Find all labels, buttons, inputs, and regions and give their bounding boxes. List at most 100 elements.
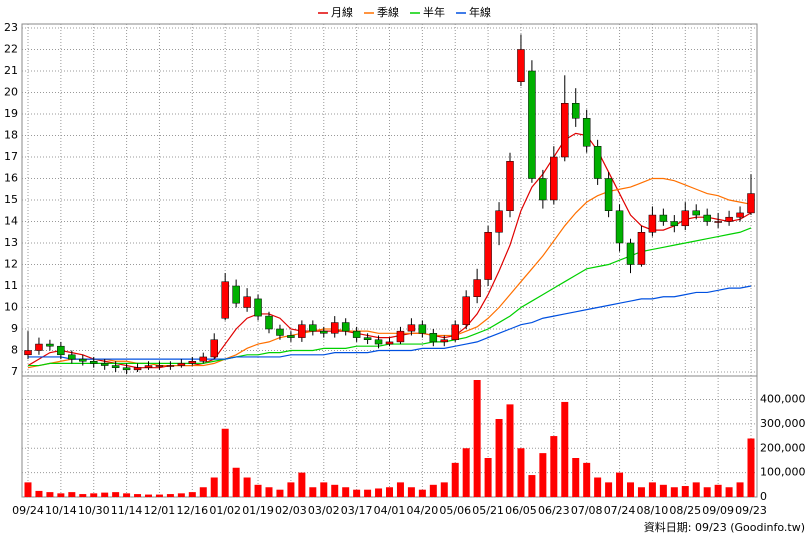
candle-body — [374, 339, 383, 345]
y-tick-label: 12 — [4, 258, 18, 271]
candle-body — [659, 214, 668, 222]
legend-label: 季線 — [377, 5, 399, 19]
candle-body — [254, 298, 262, 317]
y-tick-label: 20 — [4, 86, 18, 99]
volume-bar — [506, 404, 514, 497]
volume-bar — [440, 482, 448, 497]
volume-bar — [407, 487, 415, 497]
candle-body — [298, 324, 306, 338]
volume-bar — [232, 467, 240, 497]
candle-body — [703, 214, 711, 222]
y-tick-label: 10 — [4, 301, 18, 314]
volume-bar — [473, 380, 481, 497]
x-tick-label: 08/25 — [669, 504, 701, 517]
volume-bar — [331, 484, 339, 497]
volume-bar — [451, 462, 459, 497]
candle-body — [550, 156, 558, 201]
x-tick-label: 05/06 — [439, 504, 471, 517]
volume-bar — [68, 492, 76, 497]
volume-bar — [386, 487, 393, 497]
volume-bar — [714, 484, 722, 497]
x-tick-label: 07/24 — [604, 504, 636, 517]
candle-body — [68, 354, 76, 360]
volume-bar — [90, 493, 98, 497]
candle-body — [517, 49, 525, 82]
candle-body — [133, 367, 142, 371]
volume-bar — [46, 492, 54, 497]
candle-body — [287, 335, 295, 338]
candle-body — [144, 365, 153, 368]
y2-tick-label: 300,000 — [760, 417, 806, 430]
volume-bar — [123, 493, 131, 497]
y-tick-label: 8 — [11, 344, 18, 357]
volume-bar — [572, 458, 580, 497]
candle-body — [385, 341, 394, 345]
candle-body — [747, 193, 755, 214]
candle-body — [440, 339, 449, 343]
candle-body — [725, 216, 733, 222]
x-tick-label: 10/30 — [78, 504, 110, 517]
x-tick-label: 03/17 — [341, 504, 373, 517]
volume-bar — [79, 494, 87, 497]
volume-bar — [177, 493, 185, 497]
volume-bar — [583, 462, 591, 497]
volume-bar — [495, 419, 503, 497]
candle-body — [670, 221, 679, 227]
candle-body — [221, 281, 229, 319]
volume-bar — [287, 482, 295, 497]
volume-bar — [35, 490, 43, 497]
volume-bar — [517, 448, 525, 497]
candle-body — [232, 285, 240, 304]
x-tick-label: 08/10 — [637, 504, 669, 517]
volume-bar — [692, 482, 700, 497]
volume-bar — [616, 472, 624, 497]
x-tick-label: 06/23 — [538, 504, 570, 517]
volume-bar — [134, 494, 142, 497]
volume-bar — [254, 484, 262, 497]
volume-bar — [155, 494, 163, 497]
x-tick-label: 06/05 — [505, 504, 537, 517]
candle-body — [57, 345, 65, 356]
volume-bar — [375, 488, 383, 497]
volume-bar — [462, 448, 470, 497]
candle-body — [451, 324, 459, 341]
candle-body — [35, 343, 43, 351]
volume-bar — [670, 487, 678, 497]
volume-bar — [725, 487, 733, 497]
volume-bar — [243, 477, 251, 497]
legend-label: 年線 — [469, 5, 491, 19]
x-tick-label: 02/03 — [275, 504, 307, 517]
y2-tick-label: 100,000 — [760, 466, 806, 479]
y-tick-label: 16 — [4, 172, 18, 185]
y-tick-label: 18 — [4, 129, 18, 142]
candle-body — [473, 279, 481, 297]
volume-bar — [747, 438, 755, 497]
candle-body — [243, 296, 251, 308]
y-tick-label: 21 — [4, 64, 18, 77]
volume-bar — [265, 487, 273, 497]
volume-bar — [320, 482, 328, 497]
volume-bar — [309, 487, 317, 497]
candle-body — [462, 296, 470, 325]
candle-body — [396, 330, 405, 343]
candle-body — [626, 242, 635, 265]
legend-label: 月線 — [331, 5, 353, 19]
volume-bar — [166, 494, 174, 497]
ma-line — [28, 285, 752, 360]
candle-body — [637, 232, 646, 265]
candle-body — [593, 146, 602, 179]
volume-bar — [736, 482, 744, 497]
candle-body — [714, 221, 722, 223]
candle-body — [111, 365, 120, 368]
volume-bar — [101, 492, 109, 497]
candle-body — [177, 363, 186, 366]
footer: 資料日期: 09/23 (Goodinfo.tw) — [644, 520, 805, 534]
x-tick-label: 09/24 — [12, 504, 44, 517]
x-tick-label: 04/01 — [374, 504, 406, 517]
candle-body — [320, 330, 328, 334]
candle-body — [210, 339, 218, 358]
volume-bar — [112, 492, 120, 497]
candle-body — [615, 210, 624, 244]
x-tick-label: 01/02 — [209, 504, 241, 517]
